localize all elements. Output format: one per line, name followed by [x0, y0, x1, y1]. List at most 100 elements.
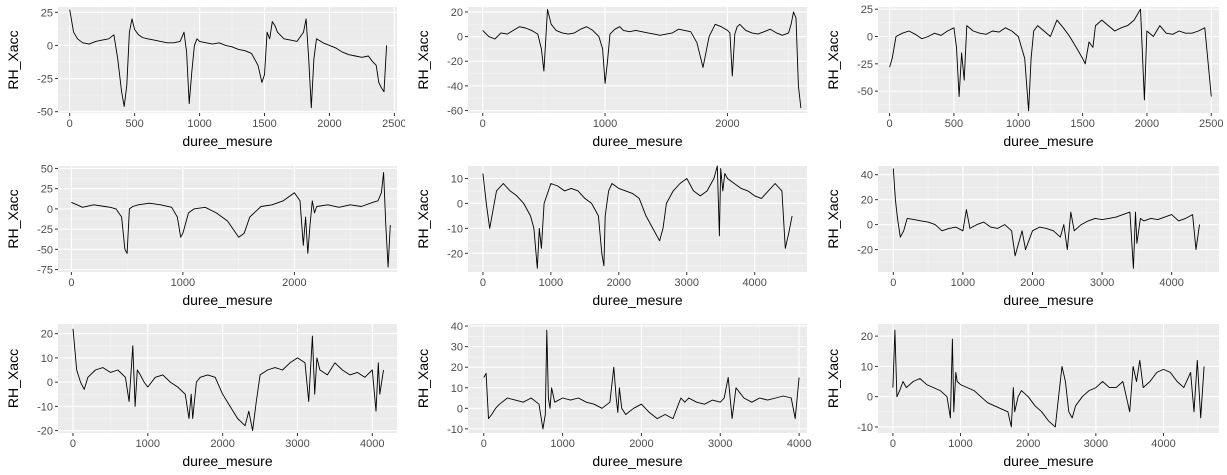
x-tick-label: 0 — [887, 118, 893, 130]
y-tick-label: 0 — [47, 204, 53, 216]
x-tick-label: 2000 — [282, 277, 306, 289]
x-tick-label: 2000 — [715, 118, 739, 130]
y-tick-label: 10 — [451, 383, 463, 395]
y-tick-label: -20 — [447, 248, 463, 260]
y-axis-title: RH_Xacc — [5, 349, 21, 408]
x-tick-label: 500 — [125, 118, 143, 130]
x-tick-label: 4000 — [1151, 438, 1175, 450]
x-tick-label: 2000 — [629, 438, 653, 450]
x-tick-label: 1500 — [1070, 118, 1094, 130]
x-tick-label: 2000 — [607, 277, 631, 289]
x-axis-title: duree_mesure — [592, 453, 682, 469]
y-tick-label: -20 — [857, 245, 873, 257]
y-tick-label: -10 — [37, 401, 53, 413]
x-tick-label: 4000 — [1159, 277, 1183, 289]
plot-background — [468, 166, 807, 272]
plot-background — [878, 7, 1219, 113]
x-axis-title: duree_mesure — [182, 453, 272, 469]
data-line — [483, 329, 800, 430]
x-tick-label: 2000 — [317, 118, 341, 130]
y-tick-label: -50 — [37, 244, 53, 256]
y-axis-title: RH_Xacc — [415, 349, 431, 408]
plot-background — [468, 7, 807, 113]
x-axis-title: duree_mesure — [592, 292, 682, 308]
plot-background — [468, 324, 807, 433]
x-axis-title: duree_mesure — [1003, 292, 1093, 308]
x-tick-label: 0 — [70, 438, 76, 450]
data-line — [892, 168, 1200, 269]
x-tick-label: 0 — [890, 277, 896, 289]
y-tick-label: -10 — [857, 422, 873, 434]
y-axis-title: RH_Xacc — [5, 189, 21, 248]
x-tick-label: 4000 — [360, 438, 384, 450]
y-tick-label: 0 — [457, 403, 463, 415]
y-tick-label: -40 — [447, 81, 463, 93]
x-axis-title: duree_mesure — [1003, 133, 1093, 149]
x-axis-title: duree_mesure — [592, 133, 682, 149]
x-axis-title: duree_mesure — [182, 133, 272, 149]
data-line — [482, 9, 802, 109]
x-tick-label: 2000 — [210, 438, 234, 450]
x-tick-label: 1000 — [948, 438, 972, 450]
x-tick-label: 0 — [67, 118, 73, 130]
y-tick-label: -60 — [447, 106, 463, 118]
x-tick-label: 1000 — [593, 118, 617, 130]
plot-background — [58, 7, 397, 113]
y-tick-label: 0 — [867, 32, 873, 44]
x-tick-label: 3000 — [708, 438, 732, 450]
y-tick-label: 0 — [867, 220, 873, 232]
x-tick-label: 1000 — [171, 277, 195, 289]
y-tick-label: 25 — [41, 7, 53, 19]
y-tick-label: 10 — [451, 173, 463, 185]
y-tick-label: -50 — [857, 86, 873, 98]
y-tick-label: 0 — [47, 377, 53, 389]
y-tick-label: 50 — [41, 163, 53, 175]
x-tick-label: 1000 — [1006, 118, 1030, 130]
chart-panel-1: 0 500 1000 1500 2000 2500 -50 -25 0 25 duree_mesur… — [5, 7, 405, 149]
y-axis-title: RH_Xacc — [5, 30, 21, 89]
data-line — [892, 329, 1205, 428]
y-tick-label: 20 — [451, 7, 463, 19]
x-tick-label: 3000 — [1084, 438, 1108, 450]
y-axis-title: RH_Xacc — [825, 349, 841, 408]
x-tick-label: 2500 — [1199, 118, 1223, 130]
plot-background — [878, 166, 1219, 272]
y-tick-label: -10 — [447, 424, 463, 436]
x-tick-label: 3000 — [675, 277, 699, 289]
y-tick-label: 0 — [47, 40, 53, 52]
y-tick-label: 40 — [861, 170, 873, 182]
y-tick-label: -20 — [447, 56, 463, 68]
x-tick-label: 2000 — [1135, 118, 1159, 130]
y-axis-title: RH_Xacc — [825, 30, 841, 89]
chart-panel-9: 0 1000 2000 3000 4000 -10 0 10 20 duree_mesure RH_… — [825, 324, 1219, 469]
y-tick-label: 40 — [451, 321, 463, 333]
y-tick-label: -10 — [447, 223, 463, 235]
chart-panel-2: 0 1000 2000 -60 -40 -20 0 20 duree_mesure RH_Xacc — [415, 7, 807, 149]
x-tick-label: 0 — [68, 277, 74, 289]
data-line — [889, 8, 1212, 112]
x-tick-label: 1000 — [187, 118, 211, 130]
x-tick-label: 3000 — [1090, 277, 1114, 289]
chart-panel-5: 0 1000 2000 3000 4000 -20 -10 0 10 duree_mesure RH… — [415, 165, 807, 308]
y-tick-label: -50 — [37, 107, 53, 119]
data-line — [71, 172, 391, 268]
x-tick-label: 3000 — [285, 438, 309, 450]
x-tick-label: 2000 — [1020, 277, 1044, 289]
y-tick-label: 30 — [451, 342, 463, 354]
x-tick-label: 0 — [480, 118, 486, 130]
x-axis-title: duree_mesure — [1003, 453, 1093, 469]
x-tick-label: 0 — [890, 438, 896, 450]
x-tick-label: 1500 — [252, 118, 276, 130]
y-tick-label: 25 — [861, 4, 873, 16]
chart-panel-4: 0 1000 2000 -75 -50 -25 0 25 50 duree_mesure RH_Xa… — [5, 163, 397, 308]
y-tick-label: 20 — [451, 362, 463, 374]
y-tick-label: 25 — [41, 184, 53, 196]
plot-background — [878, 324, 1219, 433]
chart-panel-6: 0 1000 2000 3000 4000 -20 0 20 40 duree_mesure RH_… — [825, 166, 1219, 308]
y-tick-label: 20 — [861, 195, 873, 207]
y-tick-label: -25 — [37, 74, 53, 86]
x-tick-label: 2500 — [382, 118, 405, 130]
x-tick-label: 1000 — [136, 438, 160, 450]
plot-background — [58, 324, 397, 433]
